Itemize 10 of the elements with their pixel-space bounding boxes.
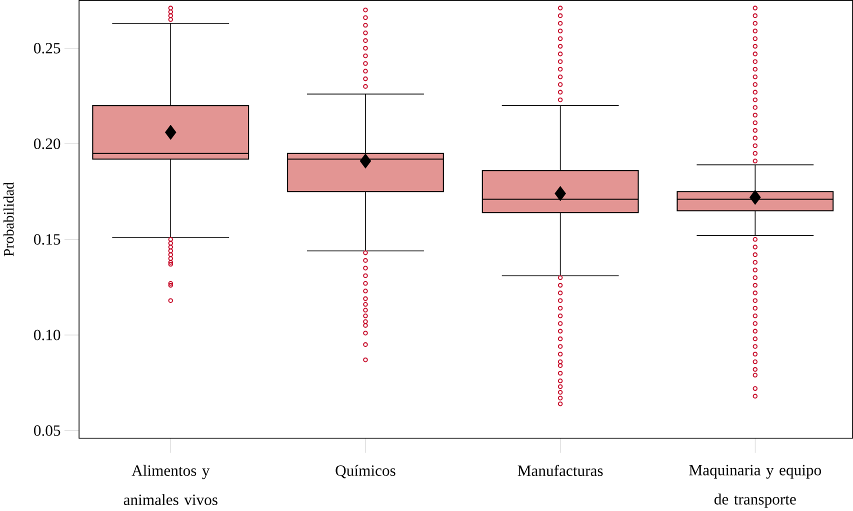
y-tick-label: 0.10 bbox=[34, 330, 60, 340]
x-tick-label: Manufacturas bbox=[518, 464, 603, 476]
x-tick-label: Maquinaria y equipo de transporte bbox=[689, 464, 822, 508]
y-tick-label: 0.05 bbox=[34, 425, 60, 436]
y-axis-title: Probabilidad bbox=[3, 182, 14, 256]
y-tick-label: 0.25 bbox=[34, 42, 60, 54]
y-tick-label: 0.15 bbox=[34, 234, 60, 245]
x-tick-label: Alimentos y animales vivos bbox=[124, 464, 218, 505]
x-tick-label: Químicos bbox=[336, 464, 396, 478]
y-tick-label: 0.20 bbox=[34, 138, 60, 150]
